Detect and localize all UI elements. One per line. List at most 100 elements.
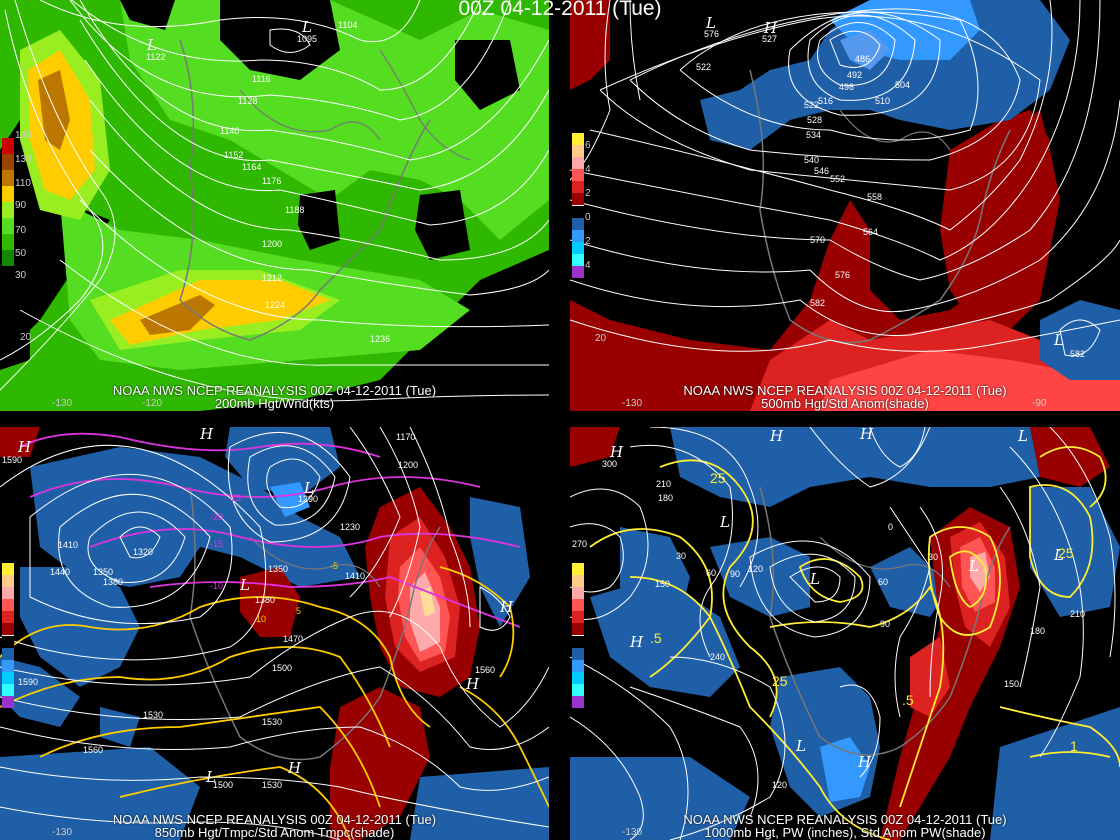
low-marker: L — [968, 557, 979, 575]
legend-swatch — [572, 133, 584, 145]
temp-label: -5 — [330, 561, 338, 571]
anom-legend — [2, 563, 14, 708]
legend-swatch — [572, 266, 584, 278]
low-marker: L — [1053, 546, 1064, 564]
legend-swatch — [572, 635, 584, 648]
temp-label: 10 — [256, 614, 266, 624]
contour-label: 90 — [880, 619, 890, 629]
legend-swatch — [572, 563, 584, 575]
panel-1000mb-pw: 300 270 210 180 150 120 90 60 30 0 240 2… — [570, 427, 1120, 840]
contour-label: 1560 — [83, 745, 103, 755]
legend-swatch — [2, 599, 14, 611]
legend-label: 70 — [15, 225, 27, 236]
lon-label: -130 — [52, 398, 73, 409]
high-marker: H — [769, 427, 784, 445]
low-marker: L — [795, 737, 806, 755]
temp-label: 5 — [296, 606, 301, 616]
panel-source: NOAA NWS NCEP REANALYSIS 00Z 04-12-2011 … — [683, 383, 1007, 398]
lat-label: 20 — [595, 333, 607, 344]
contour-label: 90 — [730, 569, 740, 579]
legend-swatch — [572, 205, 584, 218]
contour-label: 1350 — [268, 564, 288, 574]
anom-map-850mb: 1590 1410 1440 1350 1380 1320 1290 1170 … — [0, 427, 549, 840]
contour-label: 486 — [855, 54, 870, 64]
contour-label: 1410 — [345, 571, 365, 581]
legend-swatch — [572, 696, 584, 708]
legend-label: 4 — [585, 260, 591, 271]
panel-subtitle: 500mb Hgt/Std Anom(shade) — [761, 396, 929, 411]
legend-swatch — [2, 202, 14, 218]
legend-swatch — [2, 611, 14, 623]
panel-source: NOAA NWS NCEP REANALYSIS 00Z 04-12-2011 … — [683, 812, 1007, 827]
legend-label: 90 — [15, 200, 27, 211]
legend-swatch — [2, 218, 14, 234]
legend-swatch — [572, 254, 584, 266]
legend-swatch — [572, 230, 584, 242]
low-marker: L — [301, 18, 312, 36]
contour-label: 150 — [1004, 679, 1019, 689]
pw-label: 1 — [1070, 738, 1078, 754]
contour-label: 1170 — [396, 432, 415, 442]
contour-label: 564 — [863, 227, 878, 237]
pw-label: .5 — [650, 630, 662, 646]
legend-swatch — [2, 660, 14, 672]
contour-label: 1290 — [298, 494, 318, 504]
contour-label: 30 — [928, 552, 938, 562]
high-marker: H — [763, 19, 778, 37]
legend-swatch — [2, 138, 14, 154]
high-marker: H — [199, 427, 214, 443]
low-marker: L — [809, 570, 820, 588]
contour-label: 180 — [1030, 626, 1045, 636]
contour-label: 1200 — [262, 239, 282, 249]
contour-label: 1530 — [262, 717, 282, 727]
contour-label: 1380 — [103, 577, 123, 587]
low-marker: L — [146, 36, 157, 54]
contour-label: 1140 — [220, 126, 239, 136]
contour-label: 1470 — [283, 634, 303, 644]
high-marker: H — [17, 438, 32, 456]
legend-swatch — [2, 575, 14, 587]
contour-label: 582 — [810, 298, 825, 308]
contour-label: 1530 — [262, 780, 282, 790]
legend-label: 110 — [15, 178, 31, 189]
legend-swatch — [572, 242, 584, 254]
contour-label: 528 — [807, 115, 822, 125]
legend-swatch — [2, 266, 14, 284]
contour-label: 150 — [655, 579, 670, 589]
contour-labels: 1590 1410 1440 1350 1380 1320 1290 1170 … — [2, 432, 495, 790]
contour-label: 240 — [710, 652, 725, 662]
lon-label: -130 — [622, 398, 643, 409]
low-value: 1095 — [297, 34, 317, 44]
legend-swatch — [2, 234, 14, 250]
contour-label: 1164 — [242, 162, 261, 172]
low-marker: L — [1053, 331, 1064, 349]
legend-swatch — [2, 154, 14, 170]
contour-label: 522 — [696, 62, 711, 72]
low-marker: L — [705, 14, 716, 32]
legend-swatch — [2, 186, 14, 202]
high-marker: H — [499, 598, 514, 616]
contour-label: 1128 — [238, 96, 257, 106]
contour-label: 576 — [835, 270, 850, 280]
low-marker: L — [239, 576, 250, 594]
legend-swatch — [572, 218, 584, 230]
contour-label: 1440 — [50, 567, 70, 577]
panel-subtitle: 200mb Hgt/Wnd(kts) — [214, 396, 335, 411]
panel-subtitle: 1000mb Hgt, PW (inches), Std Anom PW(sha… — [704, 825, 986, 840]
contour-label: 582 — [1070, 349, 1085, 359]
high-marker: H — [629, 633, 644, 651]
contour-label: 546 — [814, 166, 829, 176]
contour-label: 534 — [806, 130, 821, 140]
pw-label: 25 — [1058, 545, 1074, 561]
contour-label: 1236 — [370, 334, 390, 344]
lat-label: 20 — [20, 332, 32, 343]
low-marker: L — [719, 513, 730, 531]
pw-label: 25 — [710, 470, 726, 486]
legend-swatch — [572, 169, 584, 181]
legend-label: 0 — [585, 212, 591, 223]
legend-swatch — [572, 623, 584, 635]
legend-swatch — [572, 575, 584, 587]
low-value: 1122 — [146, 52, 165, 62]
legend-swatch — [2, 672, 14, 684]
legend-swatch — [2, 587, 14, 599]
